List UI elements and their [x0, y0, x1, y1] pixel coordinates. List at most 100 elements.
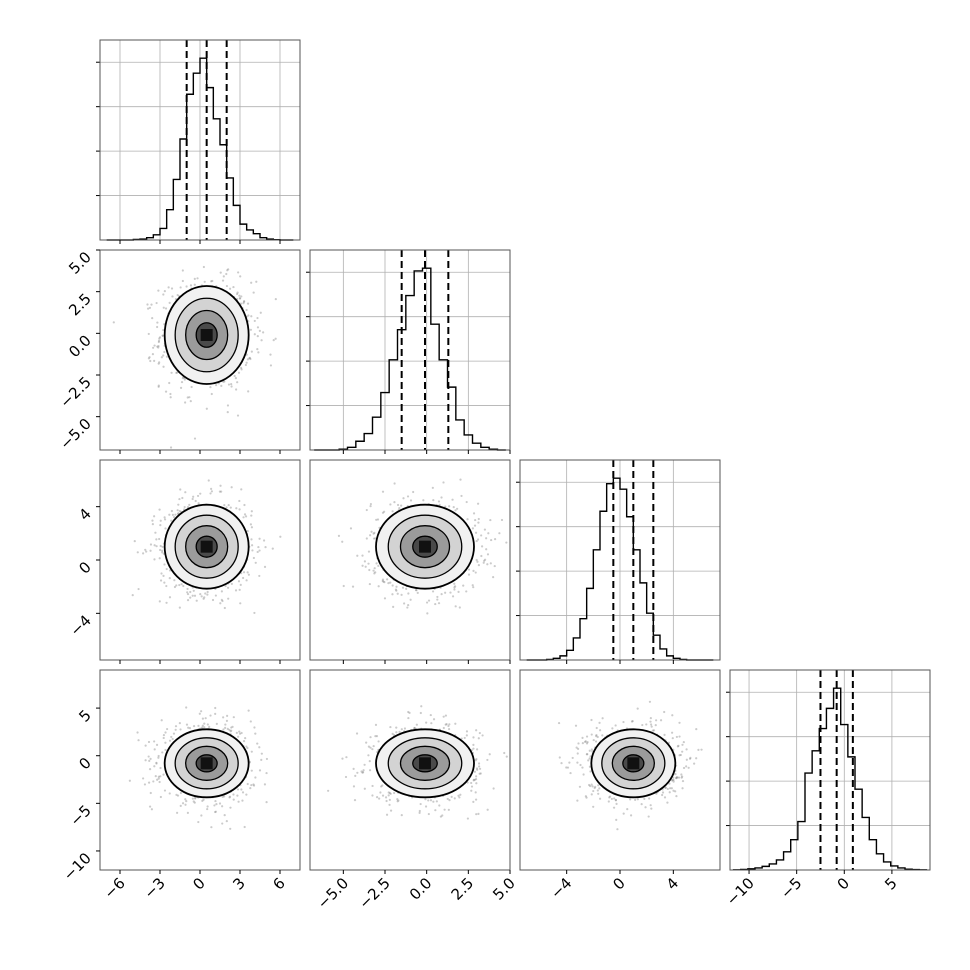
scatter-point: [595, 733, 598, 737]
scatter-point: [162, 773, 165, 776]
scatter-point: [239, 302, 243, 305]
scatter-point: [199, 492, 202, 495]
scatter-point: [197, 820, 200, 824]
scatter-point: [250, 538, 253, 541]
scatter-point: [381, 579, 384, 583]
scatter-point: [225, 820, 228, 823]
scatter-point: [271, 547, 274, 550]
scatter-point: [254, 561, 257, 564]
histogram-panel-1: [306, 249, 511, 451]
scatter-point: [258, 746, 261, 749]
scatter-point: [244, 363, 247, 367]
scatter-point: [179, 386, 183, 389]
scatter-point: [190, 385, 193, 389]
scatter-point: [161, 545, 164, 549]
scatter-point: [201, 799, 204, 802]
scatter-point: [172, 732, 176, 735]
scatter-point: [437, 500, 441, 503]
scatter-point: [178, 722, 181, 725]
scatter-point: [445, 723, 448, 726]
scatter-point: [424, 798, 427, 801]
scatter-point: [669, 787, 672, 790]
scatter-point: [265, 771, 268, 775]
scatter-point: [474, 571, 477, 574]
scatter-point: [492, 787, 495, 790]
scatter-point: [250, 281, 253, 284]
scatter-point: [453, 586, 456, 589]
joint-panel-1-0: [99, 249, 301, 451]
scatter-point: [226, 714, 229, 717]
scatter-point: [186, 599, 190, 602]
scatter-point: [449, 591, 452, 594]
scatter-point: [222, 716, 225, 719]
scatter-point: [200, 726, 204, 729]
scatter-point: [220, 490, 223, 493]
scatter-point: [245, 745, 248, 748]
scatter-point: [229, 730, 232, 733]
scatter-point: [162, 328, 165, 332]
scatter-point: [596, 735, 599, 739]
scatter-point: [179, 728, 182, 731]
scatter-point: [486, 563, 489, 566]
scatter-point: [391, 732, 394, 736]
scatter-point: [175, 793, 178, 796]
scatter-point: [460, 737, 463, 740]
scatter-point: [156, 321, 159, 324]
scatter-point: [221, 795, 224, 798]
scatter-point: [413, 727, 416, 730]
scatter-point: [142, 777, 145, 780]
scatter-point: [237, 735, 240, 738]
scatter-point: [189, 284, 193, 287]
scatter-point: [407, 710, 410, 714]
scatter-point: [238, 297, 241, 300]
scatter-point: [393, 501, 396, 504]
scatter-point: [453, 582, 456, 585]
scatter-point: [663, 733, 666, 736]
scatter-point: [374, 571, 377, 574]
scatter-point: [478, 731, 481, 735]
scatter-point: [257, 545, 260, 549]
scatter-point: [159, 775, 162, 778]
scatter-point: [159, 579, 163, 582]
scatter-point: [587, 759, 590, 762]
scatter-point: [164, 731, 167, 734]
scatter-point: [149, 757, 152, 760]
scatter-point: [154, 531, 157, 534]
scatter-point: [365, 741, 368, 744]
scatter-point: [391, 584, 394, 587]
scatter-point: [675, 795, 678, 798]
scatter-point: [370, 530, 373, 533]
scatter-point: [248, 357, 251, 360]
scatter-point: [168, 513, 171, 516]
scatter-point: [231, 725, 234, 728]
scatter-point: [365, 537, 368, 540]
scatter-point: [478, 772, 481, 775]
scatter-point: [349, 527, 353, 530]
scatter-point: [168, 792, 171, 795]
scatter-point: [395, 726, 398, 729]
scatter-point: [184, 491, 187, 494]
histogram-step: [314, 267, 506, 451]
scatter-point: [500, 518, 504, 522]
scatter-point: [148, 768, 152, 771]
scatter-point: [185, 285, 188, 288]
scatter-point: [385, 813, 389, 816]
scatter-point: [136, 551, 139, 554]
scatter-point: [427, 799, 430, 802]
scatter-point: [240, 295, 243, 298]
scatter-point: [473, 524, 477, 527]
scatter-point: [165, 567, 168, 571]
panel-frame: [309, 249, 511, 451]
scatter-point: [209, 492, 212, 495]
scatter-point: [191, 497, 194, 501]
scatter-point: [629, 814, 633, 817]
scatter-point: [146, 303, 149, 306]
scatter-point: [224, 726, 227, 729]
scatter-point: [446, 797, 449, 801]
scatter-point: [458, 796, 461, 799]
scatter-point: [487, 532, 490, 535]
scatter-point: [155, 301, 158, 305]
scatter-point: [188, 396, 191, 399]
scatter-point: [376, 518, 380, 521]
scatter-point: [193, 437, 197, 440]
